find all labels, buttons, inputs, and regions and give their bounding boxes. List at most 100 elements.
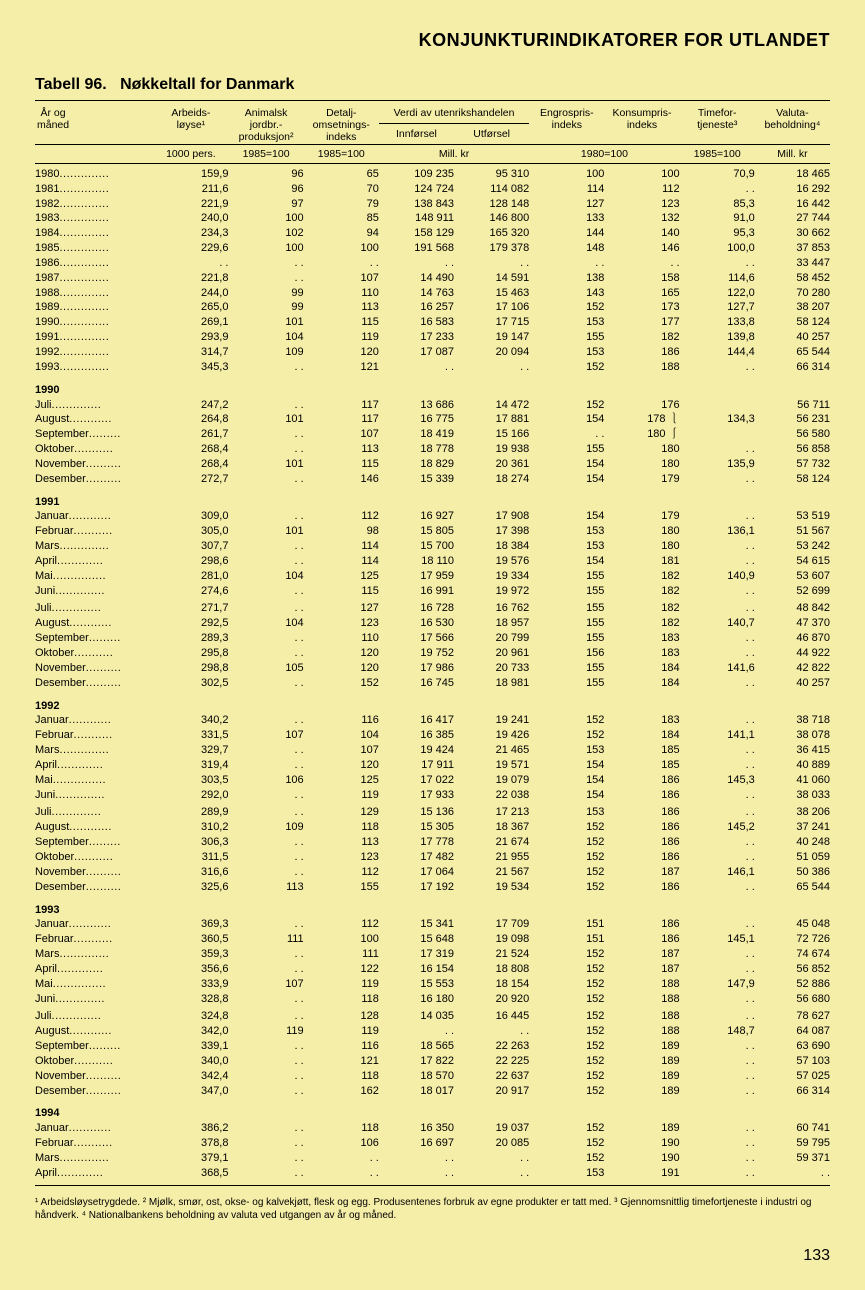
cell: 14 763 — [379, 286, 454, 301]
row-label: 1986.............. — [35, 256, 153, 271]
table-row: Mai...............303,510612517 02219 07… — [35, 773, 830, 788]
table-row: Januar............309,0. .11216 92717 90… — [35, 509, 830, 524]
cell: 155 — [529, 661, 604, 676]
cell: 27 744 — [755, 211, 830, 226]
cell: 19 424 — [379, 743, 454, 758]
cell: 340,2 — [153, 713, 228, 728]
cell: 148,7 — [680, 1024, 755, 1039]
cell: 14 472 — [454, 398, 529, 413]
cell: 342,0 — [153, 1024, 228, 1039]
cell: 65 544 — [755, 345, 830, 360]
cell: 152 — [529, 850, 604, 865]
cell: 74 674 — [755, 947, 830, 962]
cell: 271,7 — [153, 601, 228, 616]
cell: 20 917 — [454, 1084, 529, 1099]
cell: 18 808 — [454, 962, 529, 977]
cell: . . — [379, 1166, 454, 1181]
cell: 316,6 — [153, 865, 228, 880]
cell: . . — [680, 992, 755, 1007]
cell: 155 — [304, 880, 379, 895]
cell: 269,1 — [153, 315, 228, 330]
cell: 100 — [304, 932, 379, 947]
cell: 114 — [304, 554, 379, 569]
title-prefix: Tabell 96. — [35, 76, 107, 93]
cell: 138 843 — [379, 197, 454, 212]
cell: 359,3 — [153, 947, 228, 962]
table-row: Februar...........378,8. .10616 69720 08… — [35, 1136, 830, 1151]
row-label: November.......... — [35, 1069, 153, 1084]
cell: 106 — [304, 1136, 379, 1151]
cell: . . — [228, 1151, 303, 1166]
cell: 188 — [604, 992, 679, 1007]
cell: 65 544 — [755, 880, 830, 895]
cell: 20 961 — [454, 646, 529, 661]
table-body: 1980..............159,99665109 23595 310… — [35, 163, 830, 1180]
cell: 140 — [604, 226, 679, 241]
cell: 109 — [228, 345, 303, 360]
cell: 16 745 — [379, 676, 454, 691]
cell: 147,9 — [680, 977, 755, 992]
row-label: Juli.............. — [35, 1009, 153, 1024]
cell: 127 — [304, 601, 379, 616]
cell: . . — [680, 917, 755, 932]
cell: 154 — [529, 788, 604, 803]
cell: 188 — [604, 1024, 679, 1039]
cell: 177 — [604, 315, 679, 330]
cell: 40 257 — [755, 330, 830, 345]
cell: 187 — [604, 865, 679, 880]
cell: 72 726 — [755, 932, 830, 947]
cell: 40 889 — [755, 758, 830, 773]
cell: 111 — [304, 947, 379, 962]
cell — [680, 427, 755, 442]
cell: . . — [228, 427, 303, 442]
cell: 120 — [304, 345, 379, 360]
cell: 115 — [304, 315, 379, 330]
cell: 153 — [529, 539, 604, 554]
cell: 155 — [529, 601, 604, 616]
col-innforsel: Innførsel — [379, 127, 454, 141]
cell: 19 571 — [454, 758, 529, 773]
cell: . . — [228, 442, 303, 457]
cell: 152 — [529, 360, 604, 375]
cell: 16 180 — [379, 992, 454, 1007]
cell: 118 — [304, 820, 379, 835]
cell: 123 — [304, 850, 379, 865]
cell: 58 124 — [755, 315, 830, 330]
cell: 110 — [304, 631, 379, 646]
cell: 116 — [304, 1039, 379, 1054]
year-header: 1990 — [35, 375, 830, 398]
cell: . . — [680, 1084, 755, 1099]
row-label: Desember.......... — [35, 1084, 153, 1099]
cell: 57 732 — [755, 457, 830, 472]
cell: 180 — [604, 442, 679, 457]
cell: 15 463 — [454, 286, 529, 301]
row-label: 1991.............. — [35, 330, 153, 345]
title-body: Nøkkeltall for Danmark — [120, 76, 294, 93]
cell: 19 079 — [454, 773, 529, 788]
row-label: Oktober........... — [35, 442, 153, 457]
cell: 281,0 — [153, 569, 228, 584]
cell: 57 103 — [755, 1054, 830, 1069]
table-row: November..........342,4. .11818 57022 63… — [35, 1069, 830, 1084]
cell: 22 263 — [454, 1039, 529, 1054]
year-header: 1992 — [35, 691, 830, 714]
cell: 181 — [604, 554, 679, 569]
row-label: April............. — [35, 758, 153, 773]
cell: 127,7 — [680, 300, 755, 315]
cell: 18 778 — [379, 442, 454, 457]
cell: 159,9 — [153, 167, 228, 182]
cell: 347,0 — [153, 1084, 228, 1099]
cell: 119 — [228, 1024, 303, 1039]
cell: 121 — [304, 360, 379, 375]
cell: 340,0 — [153, 1054, 228, 1069]
table-row: 1986............... .. .. .. .. .. .. ..… — [35, 256, 830, 271]
table-row: 1985..............229,6100100191 568179 … — [35, 241, 830, 256]
cell: 101 — [228, 457, 303, 472]
cell: 133,8 — [680, 315, 755, 330]
cell: . . — [228, 256, 303, 271]
cell: 19 147 — [454, 330, 529, 345]
cell: 118 — [304, 992, 379, 1007]
cell: 165 320 — [454, 226, 529, 241]
table-row: 1981..............211,69670124 724114 08… — [35, 182, 830, 197]
cell: 155 — [529, 442, 604, 457]
